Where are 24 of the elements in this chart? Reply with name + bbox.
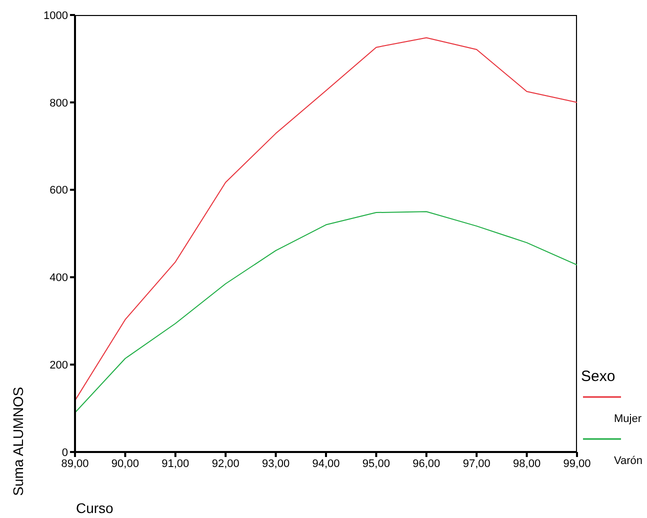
y-tick-label: 600 [50,184,68,197]
x-tick-label: 96,00 [412,458,440,470]
y-tick-label: 200 [50,360,68,372]
text: Mujer [614,413,643,425]
x-tick-label: 89,00 [61,458,89,470]
legend-title: Sexo [581,368,616,385]
y-tick-label: 800 [50,97,68,110]
y-tick-label: 1000 [44,10,68,22]
y-tick-label: 0 [62,446,68,459]
x-tick-label: 91,00 [162,458,190,470]
x-tick-label: 94,00 [312,458,340,470]
y-axis-title: Suma ALUMNOS [10,386,26,496]
x-axis-title: Curso [76,500,114,516]
x-tick-label: 98,00 [513,458,541,470]
x-tick-label: 93,00 [262,458,290,470]
x-tick-label: 90,00 [111,458,139,470]
line-series [75,37,577,401]
x-tick-label: 99,00 [563,458,591,470]
x-tick-label: 92,00 [212,458,240,470]
y-tick-label: 400 [50,272,68,284]
x-tick-label: 95,00 [362,458,390,470]
x-tick-label: 97,00 [462,458,490,470]
line-series [75,211,577,414]
text: Varón [614,455,644,467]
